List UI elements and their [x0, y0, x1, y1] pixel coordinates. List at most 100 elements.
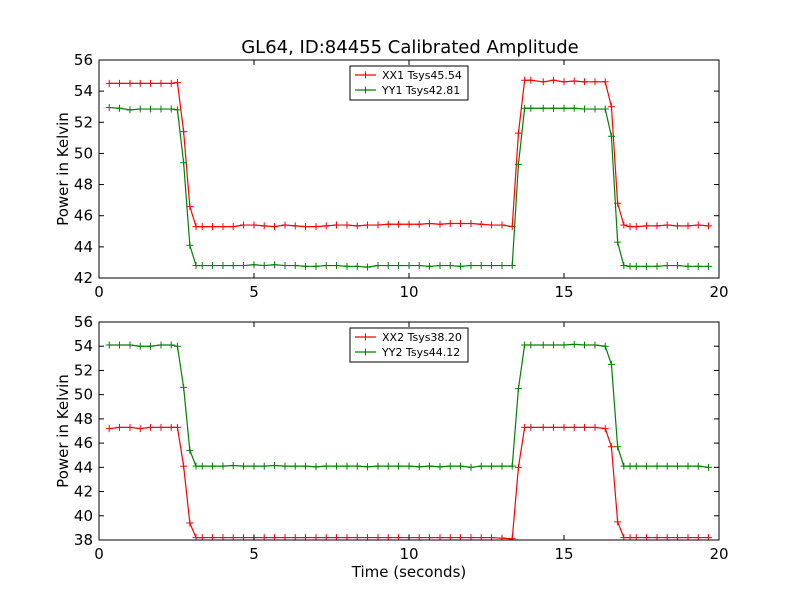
data-point: [291, 222, 299, 230]
data-point: [291, 462, 299, 470]
data-point: [614, 238, 622, 246]
series-line: [109, 343, 709, 468]
data-point: [126, 106, 134, 114]
data-point: [229, 223, 237, 231]
data-point: [694, 462, 702, 470]
data-point: [394, 262, 402, 270]
data-point: [626, 262, 634, 270]
data-point: [105, 103, 113, 111]
data-point: [425, 220, 433, 227]
data-point: [508, 262, 516, 270]
data-point: [239, 221, 247, 229]
data-point: [487, 262, 495, 270]
data-point: [353, 262, 361, 270]
data-point: [570, 423, 578, 431]
legend-label: XX2 Tsys38.20: [382, 331, 462, 344]
y-tick-label: 56: [74, 51, 93, 69]
legend-marker: [362, 348, 369, 356]
data-point: [436, 262, 444, 270]
data-point: [167, 423, 175, 431]
data-point: [146, 423, 154, 431]
data-point: [374, 221, 382, 229]
series-2: [105, 103, 712, 271]
data-point: [704, 463, 712, 471]
x-tick-label: 15: [554, 545, 573, 563]
data-point: [704, 262, 712, 270]
data-point: [270, 261, 278, 269]
legend-label: YY2 Tsys44.12: [381, 346, 460, 359]
legend-marker: [362, 333, 369, 341]
legend-marker: [362, 86, 369, 94]
data-point: [467, 463, 475, 471]
data-point: [157, 79, 165, 87]
chart-panel-1: 0 5 10 15 20 42 44 46 48 50 52 54 56 Power in Kelvin X…: [54, 51, 729, 301]
data-point: [157, 105, 165, 113]
data-point: [684, 262, 692, 270]
data-point: [105, 79, 113, 87]
data-point: [301, 262, 309, 270]
data-point: [549, 76, 557, 84]
data-point: [673, 222, 681, 230]
data-point: [157, 341, 165, 349]
data-point: [219, 262, 227, 270]
data-point: [229, 462, 237, 470]
data-point: [167, 341, 175, 349]
y-tick-label: 56: [74, 313, 93, 331]
data-point: [549, 104, 557, 112]
data-point: [632, 462, 640, 470]
x-tick-label: 10: [399, 545, 418, 563]
data-point: [601, 105, 609, 113]
data-point: [446, 462, 454, 470]
data-point: [332, 221, 340, 229]
x-tick-label: 5: [249, 283, 259, 301]
data-point: [343, 462, 351, 470]
data-point: [632, 262, 640, 270]
data-point: [570, 104, 578, 112]
data-point: [322, 262, 330, 270]
data-point: [663, 221, 671, 229]
data-point: [620, 221, 628, 229]
data-point: [146, 105, 154, 113]
data-point: [291, 262, 299, 270]
y-axis-label: Power in Kelvin: [54, 374, 72, 488]
data-point: [198, 223, 206, 231]
data-point: [126, 423, 134, 431]
data-point: [425, 262, 433, 270]
data-point: [281, 462, 289, 470]
data-point: [186, 446, 194, 454]
data-point: [614, 518, 622, 526]
data-point: [115, 79, 123, 87]
data-point: [580, 423, 588, 431]
data-point: [626, 223, 634, 231]
data-point: [477, 220, 485, 228]
data-point: [456, 262, 464, 270]
x-tick-label: 20: [709, 283, 728, 301]
data-point: [281, 221, 289, 229]
data-point: [394, 220, 402, 228]
data-point: [626, 462, 634, 470]
data-point: [620, 462, 628, 470]
data-point: [312, 223, 320, 231]
data-point: [591, 423, 599, 431]
data-point: [539, 104, 547, 112]
data-point: [642, 462, 650, 470]
data-point: [229, 262, 237, 270]
data-point: [322, 222, 330, 230]
data-point: [146, 79, 154, 87]
series-1: [105, 423, 712, 540]
data-point: [270, 223, 278, 231]
data-point: [694, 221, 702, 229]
data-point: [167, 79, 175, 87]
data-point: [384, 262, 392, 270]
legend-label: XX1 Tsys45.54: [382, 69, 462, 82]
data-point: [353, 462, 361, 470]
data-point: [601, 425, 609, 433]
data-point: [186, 241, 194, 249]
data-point: [301, 462, 309, 470]
series-2: [105, 340, 712, 471]
data-point: [653, 262, 661, 270]
y-tick-label: 40: [74, 507, 93, 525]
data-point: [514, 385, 522, 393]
data-point: [301, 223, 309, 231]
data-point: [607, 103, 615, 111]
